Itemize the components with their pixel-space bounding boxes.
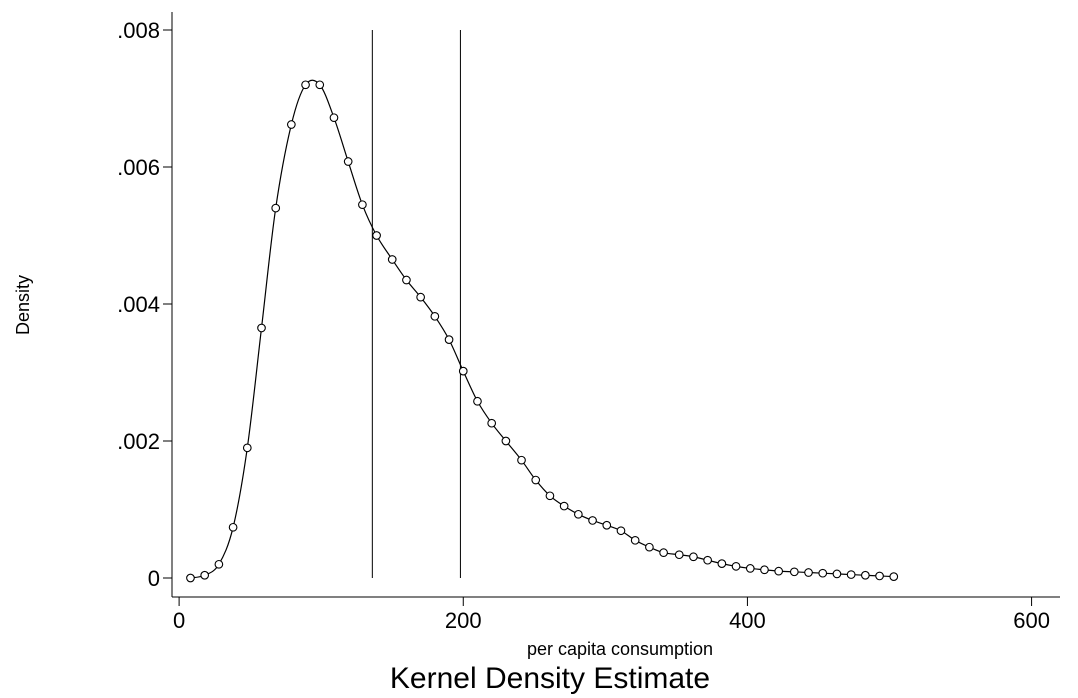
data-point xyxy=(573,509,583,519)
data-point xyxy=(789,567,799,577)
x-tick-label: 0 xyxy=(173,608,185,633)
data-point xyxy=(703,555,712,565)
data-point xyxy=(804,568,813,577)
x-axis-title: per capita consumption xyxy=(527,639,713,659)
y-tick-label: 0 xyxy=(148,566,160,591)
data-point xyxy=(186,573,195,583)
data-point xyxy=(818,568,828,578)
reference-lines xyxy=(371,30,461,578)
chart-title: Kernel Density Estimate xyxy=(390,662,710,695)
data-point xyxy=(517,455,526,465)
data-point xyxy=(832,569,842,579)
data-point xyxy=(402,275,411,285)
data-point xyxy=(501,436,511,446)
data-point xyxy=(444,335,454,344)
data-point xyxy=(717,559,727,568)
data-point xyxy=(588,516,597,525)
y-axis: 0 .002 .004 .006 .008 xyxy=(117,12,173,597)
data-point xyxy=(616,526,626,536)
data-point xyxy=(745,564,755,573)
data-point xyxy=(286,120,296,129)
x-tick-label: 200 xyxy=(445,608,482,633)
data-point xyxy=(689,552,698,562)
y-tick-label: .008 xyxy=(117,18,160,43)
data-point xyxy=(214,559,224,569)
data-point xyxy=(674,550,684,560)
data-point xyxy=(645,542,654,552)
data-point xyxy=(200,570,210,580)
data-point xyxy=(458,366,468,376)
data-point xyxy=(416,292,425,302)
density-curve xyxy=(190,79,894,579)
data-point xyxy=(846,570,856,579)
data-point xyxy=(387,255,397,264)
x-tick-label: 600 xyxy=(1013,608,1050,633)
data-point xyxy=(271,203,281,213)
data-point xyxy=(760,565,769,575)
data-point xyxy=(315,80,325,90)
data-point xyxy=(889,572,899,581)
data-point xyxy=(228,522,238,532)
data-point xyxy=(473,396,482,406)
data-point xyxy=(875,571,884,581)
data-point xyxy=(861,570,870,580)
data-point xyxy=(774,566,784,576)
data-point xyxy=(559,501,569,511)
data-point xyxy=(602,520,612,530)
y-tick-label: .002 xyxy=(117,429,160,454)
x-tick-label: 400 xyxy=(729,608,766,633)
data-point xyxy=(343,157,353,166)
data-point xyxy=(372,231,381,240)
data-point xyxy=(630,535,640,545)
data-point xyxy=(301,80,310,90)
data-point xyxy=(731,562,741,571)
data-point xyxy=(487,418,497,428)
data-point xyxy=(659,548,668,558)
data-point xyxy=(430,311,440,321)
x-axis: 0 200 400 600 xyxy=(172,596,1060,633)
data-point xyxy=(329,113,339,123)
data-point xyxy=(531,475,541,485)
y-axis-title: Density xyxy=(13,275,33,335)
data-point xyxy=(358,200,367,210)
data-point xyxy=(242,443,252,453)
data-point xyxy=(257,323,266,333)
series-layer xyxy=(186,79,899,583)
y-tick-label: .004 xyxy=(117,292,160,317)
data-point xyxy=(545,491,555,501)
y-tick-label: .006 xyxy=(117,155,160,180)
